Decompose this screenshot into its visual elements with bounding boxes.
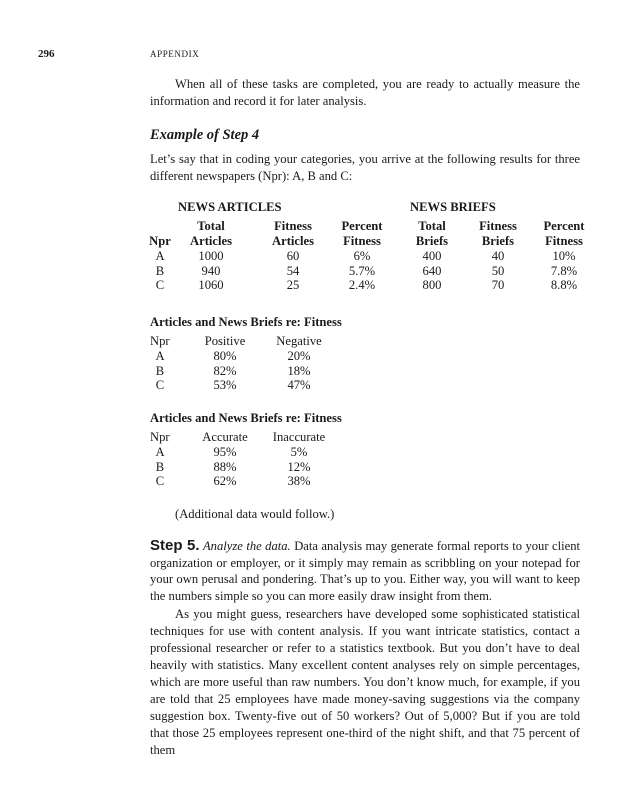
- page-number: 296: [38, 48, 55, 60]
- table-cell: 2.4%: [348, 278, 376, 292]
- table-cell: 640: [422, 263, 442, 278]
- table-cell: A: [155, 445, 165, 459]
- step5-label: Step 5.: [150, 537, 200, 554]
- table-cell: B: [155, 459, 165, 474]
- table-cell: C: [155, 474, 165, 488]
- step5-title: Analyze the data.: [202, 539, 291, 553]
- column-header: Inaccurate: [272, 430, 326, 444]
- table-cell: 82%: [213, 363, 237, 378]
- table-cell: 80%: [213, 349, 237, 363]
- table-cell: 95%: [213, 445, 237, 459]
- table-title: Articles and News Briefs re: Fitness: [150, 411, 342, 425]
- column-header: Accurate: [202, 430, 248, 444]
- table-cell: B: [155, 263, 165, 278]
- additional-note: (Additional data would follow.): [175, 507, 335, 521]
- table-cell: 1060: [198, 278, 224, 292]
- column-header: Fitness: [343, 234, 381, 248]
- table-cell: 1000: [198, 249, 224, 263]
- table-cell: 20%: [287, 349, 311, 363]
- column-header: Npr: [150, 334, 170, 348]
- table-cell: 800: [422, 278, 442, 292]
- table-cell: 10%: [552, 249, 576, 263]
- table-cell: 62%: [213, 474, 237, 488]
- table-cell: 47%: [287, 378, 311, 392]
- group-header-news-articles: NEWS ARTICLES: [178, 200, 282, 214]
- intro-paragraph: When all of these tasks are completed, y…: [150, 77, 580, 108]
- table-cell: 50: [491, 263, 505, 278]
- table-cell: 5.7%: [348, 263, 376, 278]
- running-head: APPENDIX: [150, 49, 200, 59]
- table-cell: 88%: [213, 459, 237, 474]
- column-header: Total: [418, 219, 446, 233]
- table-cell: 8.8%: [550, 278, 578, 292]
- table-cell: 400: [422, 249, 442, 263]
- table-cell: 5%: [290, 445, 308, 459]
- table-cell: A: [155, 249, 165, 263]
- column-header: Negative: [276, 334, 322, 348]
- table-cell: 54: [286, 263, 300, 278]
- table-cell: C: [155, 378, 165, 392]
- table-title: Articles and News Briefs re: Fitness: [150, 315, 342, 329]
- table-cell: B: [155, 363, 165, 378]
- column-header: Briefs: [415, 234, 449, 248]
- column-header: Npr: [150, 430, 170, 444]
- table-cell: 53%: [213, 378, 237, 392]
- table-cell: 18%: [287, 363, 311, 378]
- table-cell: 7.8%: [550, 263, 578, 278]
- table-cell: 40: [491, 249, 505, 263]
- column-header: Npr: [149, 234, 171, 248]
- example-paragraph: Let’s say that in coding your categories…: [150, 152, 580, 183]
- column-header: Percent: [543, 219, 585, 233]
- column-header: Fitness: [479, 219, 517, 233]
- table-cell: C: [155, 278, 165, 292]
- column-header: Percent: [341, 219, 383, 233]
- column-header: Fitness: [545, 234, 583, 248]
- column-header: Fitness: [274, 219, 312, 233]
- table-cell: 60: [286, 249, 300, 263]
- table-cell: 25: [286, 278, 300, 292]
- column-header: Briefs: [481, 234, 515, 248]
- table-cell: 12%: [287, 459, 311, 474]
- column-header: Positive: [204, 334, 246, 348]
- step5-text: Data analysis may generate formal report…: [150, 539, 580, 603]
- table-cell: 38%: [287, 474, 311, 488]
- table-cell: 70: [491, 278, 505, 292]
- column-header: Articles: [272, 234, 314, 248]
- column-header: Articles: [190, 234, 232, 248]
- table-cell: 6%: [353, 249, 371, 263]
- group-header-news-briefs: NEWS BRIEFS: [410, 200, 496, 214]
- table-cell: 940: [201, 263, 221, 278]
- column-header: Total: [197, 219, 225, 233]
- step5-paragraph: Step 5. Analyze the data. Data analysis …: [150, 537, 580, 604]
- example-heading: Example of Step 4: [150, 127, 260, 143]
- final-paragraph: As you might guess, researchers have dev…: [150, 607, 580, 757]
- table-cell: A: [155, 349, 165, 363]
